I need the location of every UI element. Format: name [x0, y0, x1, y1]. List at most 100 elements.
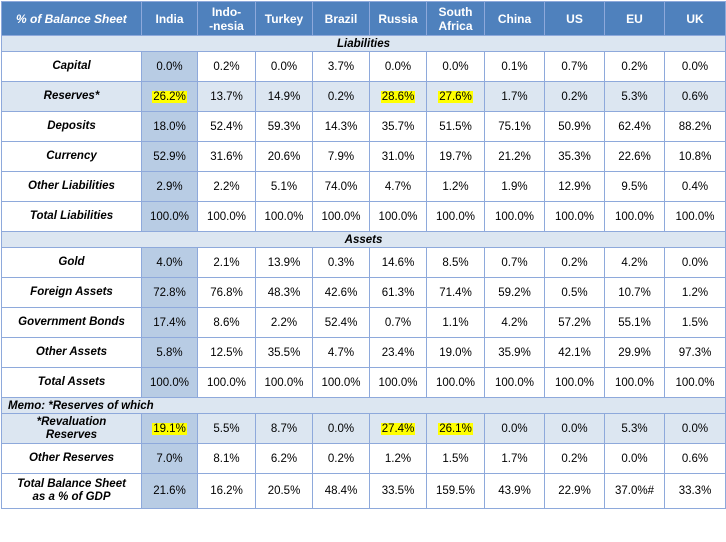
table-cell: 100.0% [664, 201, 726, 232]
table-cell: 100.0% [426, 367, 485, 398]
table-cell: 0.0% [255, 51, 313, 82]
table-cell: 42.1% [544, 337, 605, 368]
highlighted-value: 27.4% [380, 422, 416, 435]
table-cell: 100.0% [484, 367, 545, 398]
table-cell: 3.7% [312, 51, 370, 82]
table-cell: 59.3% [255, 111, 313, 142]
table-cell: 4.7% [312, 337, 370, 368]
table-cell: 8.1% [197, 443, 256, 474]
row-label: Government Bonds [1, 307, 142, 338]
table-cell: 100.0% [255, 201, 313, 232]
table-cell: 1.5% [664, 307, 726, 338]
table-cell: 0.0% [664, 247, 726, 278]
column-header-eu: EU [604, 1, 665, 36]
column-header-china: China [484, 1, 545, 36]
table-cell: 21.2% [484, 141, 545, 172]
table-cell: 0.1% [484, 51, 545, 82]
table-cell: 76.8% [197, 277, 256, 308]
row-label: Other Assets [1, 337, 142, 368]
table-cell: 100.0% [197, 201, 256, 232]
table-cell: 16.2% [197, 473, 256, 509]
table-cell: 14.3% [312, 111, 370, 142]
table-cell: 100.0% [197, 367, 256, 398]
table-cell: 100.0% [312, 201, 370, 232]
table-cell: 12.5% [197, 337, 256, 368]
table-cell: 4.7% [369, 171, 427, 202]
section-liabilities: Liabilities [1, 35, 726, 52]
table-cell: 0.2% [604, 51, 665, 82]
highlighted-value: 26.1% [438, 422, 473, 435]
table-cell: 4.2% [604, 247, 665, 278]
table-cell: 0.0% [664, 51, 726, 82]
table-cell: 0.2% [544, 443, 605, 474]
table-cell: 13.7% [197, 81, 256, 112]
table-cell: 100.0% [544, 367, 605, 398]
highlighted-value: 28.6% [380, 90, 416, 103]
table-cell: 0.2% [544, 81, 605, 112]
table-cell: 0.0% [664, 413, 726, 444]
table-row-other-reserves: Other Reserves 7.0% 8.1% 6.2% 0.2% 1.2% 1.5% 1.… [1, 443, 726, 474]
table-cell: 21.6% [141, 473, 198, 509]
highlighted-value: 19.1% [152, 422, 187, 435]
table-cell: 5.1% [255, 171, 313, 202]
table-cell: 7.0% [141, 443, 198, 474]
table-cell: 159.5% [426, 473, 485, 509]
table-cell: 100.0% [312, 367, 370, 398]
table-cell: 22.9% [544, 473, 605, 509]
table-cell: 10.8% [664, 141, 726, 172]
table-cell: 100.0% [664, 367, 726, 398]
table-cell: 2.1% [197, 247, 256, 278]
table-cell: 0.2% [312, 81, 370, 112]
highlighted-value: 26.2% [152, 90, 187, 103]
table-cell: 8.5% [426, 247, 485, 278]
table-cell: 57.2% [544, 307, 605, 338]
table-cell: 19.0% [426, 337, 485, 368]
table-cell: 1.2% [426, 171, 485, 202]
table-cell: 5.8% [141, 337, 198, 368]
row-label: Deposits [1, 111, 142, 142]
table-cell: 2.2% [255, 307, 313, 338]
table-cell: 0.0% [312, 413, 370, 444]
row-label: Total Liabilities [1, 201, 142, 232]
table-cell: 26.1% [426, 413, 485, 444]
row-label: Other Liabilities [1, 171, 142, 202]
table-cell: 7.9% [312, 141, 370, 172]
section-assets-label: Assets [1, 231, 726, 248]
column-header-india: India [141, 1, 198, 36]
table-cell: 5.3% [604, 81, 665, 112]
table-cell: 61.3% [369, 277, 427, 308]
table-cell: 2.2% [197, 171, 256, 202]
row-label: Total Balance Sheet as a % of GDP [1, 473, 142, 509]
table-cell: 9.5% [604, 171, 665, 202]
section-memo: Memo: *Reserves of which [1, 397, 726, 414]
table-cell: 1.5% [426, 443, 485, 474]
table-cell: 14.6% [369, 247, 427, 278]
table-cell: 1.7% [484, 81, 545, 112]
table-cell: 33.5% [369, 473, 427, 509]
table-cell: 31.0% [369, 141, 427, 172]
table-cell: 28.6% [369, 81, 427, 112]
table-cell: 75.1% [484, 111, 545, 142]
section-liabilities-label: Liabilities [1, 35, 726, 52]
table-cell: 0.7% [484, 247, 545, 278]
table-row-reserves: Reserves* 26.2% 13.7% 14.9% 0.2% 28.6% 27.6% 1.… [1, 81, 726, 112]
table-cell: 0.0% [484, 413, 545, 444]
column-header-indonesia: Indo- -nesia [197, 1, 256, 36]
table-row-gold: Gold 4.0% 2.1% 13.9% 0.3% 14.6% 8.5% 0.7% 0.2% 4.… [1, 247, 726, 278]
column-header-south-africa: South Africa [426, 1, 485, 36]
table-cell: 0.2% [544, 247, 605, 278]
table-row-government-bonds: Government Bonds 17.4% 8.6% 2.2% 52.4% 0.7% 1.… [1, 307, 726, 338]
table-cell: 0.3% [312, 247, 370, 278]
column-header-russia: Russia [369, 1, 427, 36]
table-cell: 20.6% [255, 141, 313, 172]
table-cell: 22.6% [604, 141, 665, 172]
table-cell: 43.9% [484, 473, 545, 509]
section-memo-label: Memo: *Reserves of which [1, 397, 726, 414]
table-row-other-assets: Other Assets 5.8% 12.5% 35.5% 4.7% 23.4% 19.0%… [1, 337, 726, 368]
table-cell: 35.3% [544, 141, 605, 172]
table-cell: 1.1% [426, 307, 485, 338]
table-cell: 62.4% [604, 111, 665, 142]
table-cell: 0.0% [141, 51, 198, 82]
table-cell: 27.4% [369, 413, 427, 444]
table-row-other-liabilities: Other Liabilities 2.9% 2.2% 5.1% 74.0% 4.7% 1.… [1, 171, 726, 202]
